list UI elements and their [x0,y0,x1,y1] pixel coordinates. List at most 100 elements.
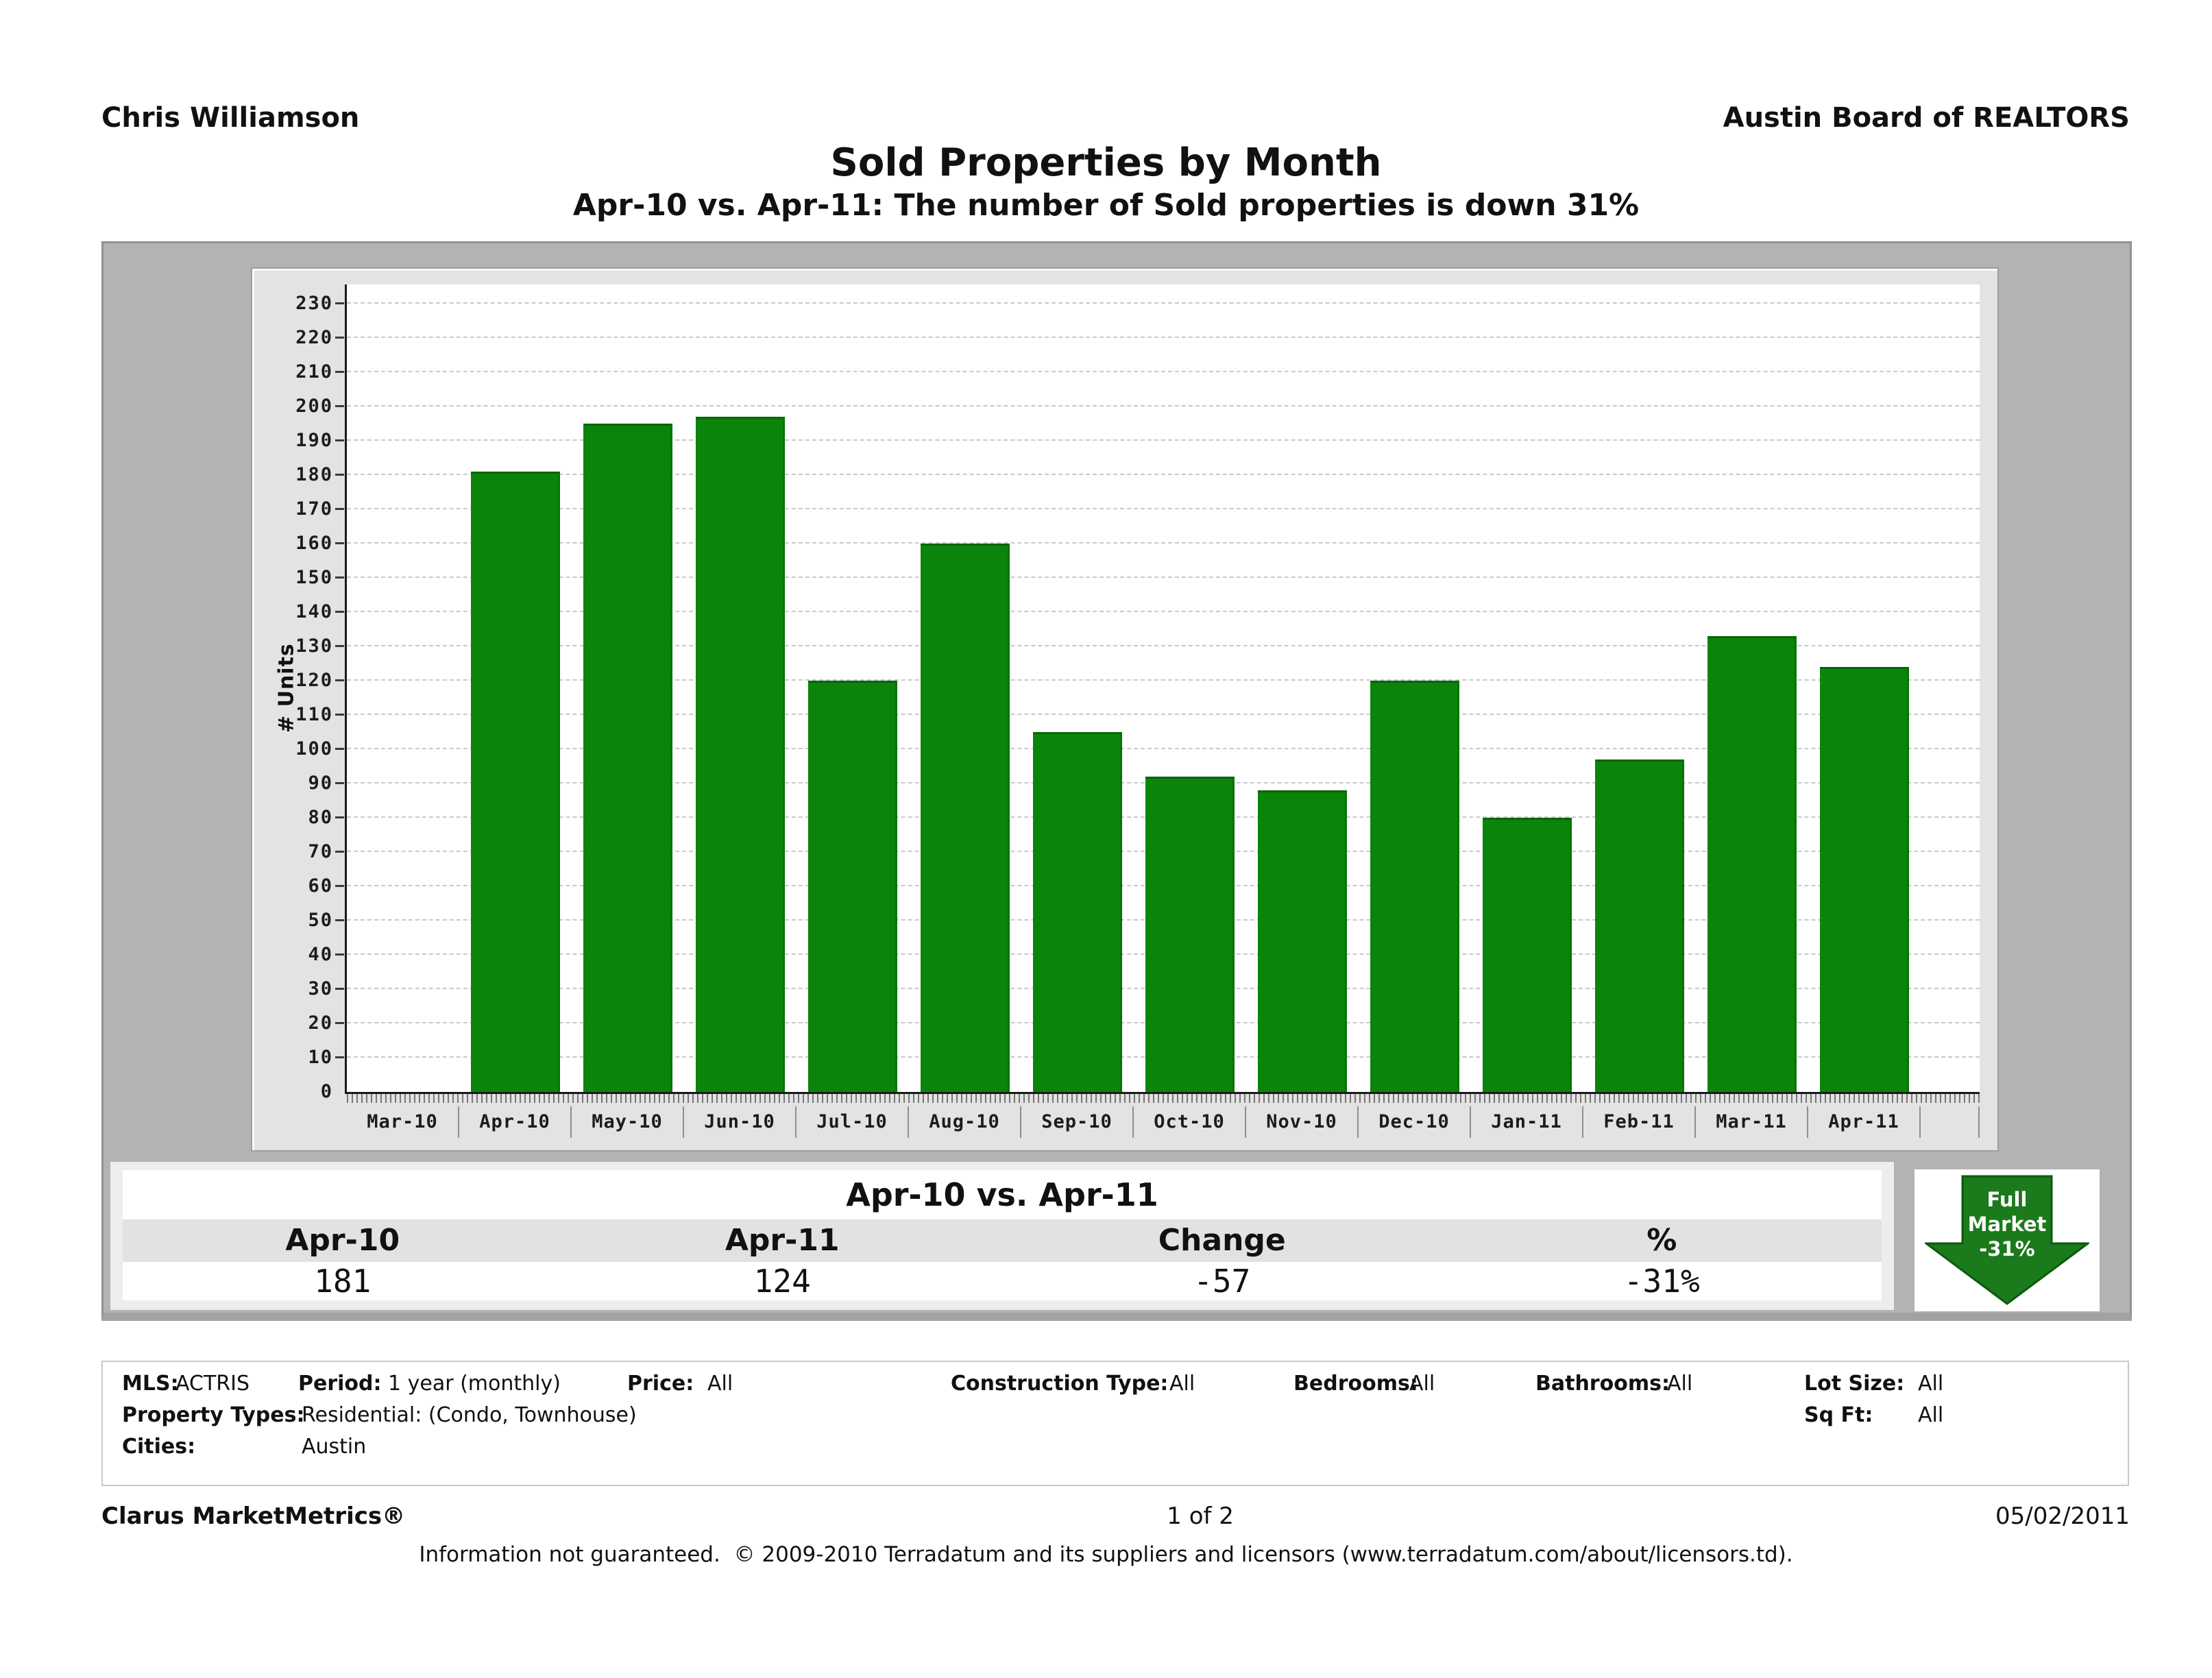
sq-ft-value: All [1918,1403,1944,1427]
bar-Apr-11 [1820,666,1909,1092]
bar-slot-Aug-10 [909,284,1021,1092]
badge-line2: Market [1967,1213,2047,1236]
x-axis-minor-ticks [347,1094,1980,1103]
bar-Nov-10 [1258,790,1347,1092]
page-subtitle: Apr-10 vs. Apr-11: The number of Sold pr… [572,188,1640,223]
y-tick-label-90: 90 [308,772,333,794]
page-number: 1 of 2 [1167,1503,1234,1530]
bedrooms-label: Bedrooms: [1293,1372,1418,1396]
lot-size-label: Lot Size: [1804,1372,1905,1396]
property-types-label: Property Types: [122,1403,305,1427]
y-axis-tick-labels: 0 10 20 30 40 50 60 70 80 90 100 110 120 130 140 150 160… [252,284,336,1102]
x-tick-label-Nov-10: Nov-10 [1246,1106,1359,1138]
bar-Jul-10 [808,680,897,1092]
badge-percent: -31% [1979,1237,2035,1261]
bar-slot-Sep-10 [1021,284,1134,1092]
y-tick-label-30: 30 [308,977,333,999]
brand-name: Clarus MarketMetrics® [101,1503,406,1530]
bar-Feb-11 [1595,759,1684,1092]
gridline-120 [335,679,1980,681]
table-value-cell: 181 [314,1263,372,1300]
bar-slot-Mar-11 [1696,284,1808,1092]
x-tick-label-Apr-10: Apr-10 [459,1106,572,1138]
x-tick-label-Dec-10: Dec-10 [1359,1106,1471,1138]
x-tick-label-Jan-11: Jan-11 [1471,1106,1583,1138]
x-axis-trailing-space [1921,1106,1980,1138]
bar-slot-Jun-10 [684,284,797,1092]
bathrooms-label: Bathrooms: [1535,1372,1670,1396]
gridline-140 [335,610,1980,613]
y-tick-label-20: 20 [308,1012,333,1034]
gridline-170 [335,507,1980,510]
bar-series [347,284,1980,1092]
y-tick-label-70: 70 [308,840,333,862]
gridline-200 [335,404,1980,407]
report-date: 05/02/2011 [1995,1503,2130,1530]
page-title: Sold Properties by Month [830,141,1382,185]
x-tick-label-Jun-10: Jun-10 [684,1106,797,1138]
y-tick-label-60: 60 [308,875,333,897]
bar-slot-Jul-10 [797,284,909,1092]
bar-Dec-10 [1370,680,1459,1092]
bar-slot-Jan-11 [1471,284,1583,1092]
bar-Apr-10 [471,471,560,1092]
cities-value: Austin [302,1435,367,1459]
bar-slot-Mar-10 [347,284,459,1092]
gridline-130 [335,644,1980,647]
price-value: All [707,1372,733,1396]
bar-slot-May-10 [572,284,684,1092]
y-tick-label-160: 160 [295,532,333,554]
construction-type-label: Construction Type: [951,1372,1169,1396]
y-tick-label-100: 100 [295,738,333,759]
comparison-table-header-row: Apr-10 Apr-11 Change% [123,1219,1882,1262]
down-arrow-icon [1925,1175,2089,1305]
gridline-190 [335,439,1980,441]
y-tick-label-40: 40 [308,943,333,965]
x-tick-label-Mar-11: Mar-11 [1696,1106,1808,1138]
mls-label: MLS: [122,1372,179,1396]
x-tick-label-Aug-10: Aug-10 [909,1106,1021,1138]
comparison-table-value-row: 181 124 -57 -31% [123,1262,1882,1300]
comparison-table-title: Apr-10 vs. Apr-11 [123,1170,1882,1219]
bar-slot-Apr-11 [1808,284,1921,1092]
bar-Mar-11 [1707,635,1797,1092]
property-types-value: Residential: (Condo, Townhouse) [302,1403,637,1427]
gridline-110 [335,713,1980,716]
lot-size-value: All [1918,1372,1944,1396]
table-header-cell: Change [1158,1223,1286,1258]
disclaimer-text: Information not guaranteed. © 2009-2010 … [419,1542,1793,1567]
footer-row: Clarus MarketMetrics® 1 of 2 05/02/2011 [101,1501,2130,1531]
full-market-badge: Full Market -31% [1915,1169,2100,1311]
report-header: Chris Williamson Austin Board of REALTOR… [101,101,2130,134]
y-tick-label-140: 140 [295,600,333,622]
gridline-160 [335,542,1980,544]
y-tick-label-120: 120 [295,669,333,691]
plot-area [335,284,1980,1094]
gridline-100 [335,747,1980,750]
table-value-cell: -31% [1623,1263,1700,1300]
y-tick-label-110: 110 [295,703,333,725]
y-tick-label-180: 180 [295,463,333,485]
table-header-cell: Apr-11 [725,1223,840,1258]
bar-Oct-10 [1145,776,1235,1092]
table-value-cell: -57 [1193,1263,1251,1300]
bar-slot-Dec-10 [1359,284,1471,1092]
table-header-cell: Apr-10 [285,1223,400,1258]
y-tick-label-80: 80 [308,806,333,828]
sq-ft-label: Sq Ft: [1804,1403,1873,1427]
x-tick-label-Apr-11: Apr-11 [1808,1106,1921,1138]
gridline-230 [335,302,1980,304]
y-tick-label-10: 10 [308,1046,333,1068]
bar-slot-Nov-10 [1246,284,1359,1092]
x-tick-label-Sep-10: Sep-10 [1021,1106,1134,1138]
bathrooms-value: All [1667,1372,1693,1396]
bar-Jan-11 [1483,817,1572,1092]
chart-panel: # Units 0 10 20 30 40 50 60 70 80 90 100 110 120 130 1… [101,241,2132,1321]
bar-Sep-10 [1033,731,1122,1092]
period-value: 1 year (monthly) [388,1372,561,1396]
badge-line1: Full [1986,1188,2028,1211]
mls-value: ACTRIS [175,1372,250,1396]
table-header-cell: % [1646,1223,1677,1258]
y-tick-label-190: 190 [295,429,333,451]
y-tick-label-50: 50 [308,909,333,931]
